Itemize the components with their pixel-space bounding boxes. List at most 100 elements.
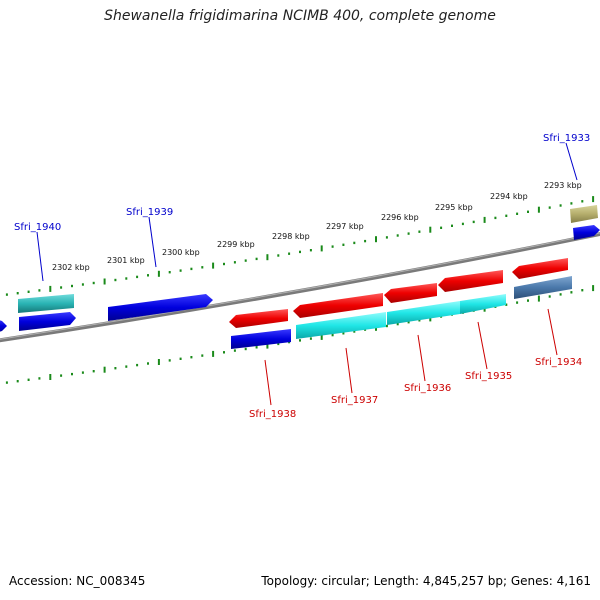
genome-backbone-highlight	[0, 232, 600, 340]
outer-scale-tick	[147, 274, 149, 277]
outer-scale-tick	[429, 226, 432, 233]
outer-scale-tick	[592, 196, 595, 203]
outer-scale-tick	[212, 262, 215, 269]
outer-scale-tick	[5, 293, 8, 296]
gene-arrow-sfri-1940[interactable]	[18, 294, 74, 313]
outer-scale-tick	[60, 286, 63, 289]
inner-scale-tick	[505, 303, 508, 306]
gene-label-sfri-1939[interactable]: Sfri_1939	[126, 207, 173, 218]
outer-scale-tick	[266, 254, 269, 261]
outer-scale-tick	[233, 261, 236, 264]
gene-arrow-sfri-1936[interactable]	[384, 283, 437, 303]
outer-scale-tick	[527, 210, 529, 213]
inner-scale-tick	[179, 357, 182, 360]
inner-scale-tick	[385, 324, 388, 328]
inner-scale-tick	[244, 347, 247, 351]
inner-scale-tick	[81, 371, 84, 374]
scale-label-2297: 2297 kbp	[326, 222, 364, 231]
outer-scale-tick	[309, 249, 312, 252]
inner-scale-tick	[233, 349, 236, 352]
outer-scale-tick	[277, 254, 280, 257]
scale-label-2301: 2301 kbp	[107, 256, 145, 265]
genome-backbone	[0, 231, 600, 343]
inner-scale-tick	[516, 301, 519, 304]
outer-scale-tick	[71, 284, 73, 288]
outer-scale-tick	[136, 275, 139, 279]
gene-arrow-sfri-1937-lower[interactable]	[296, 312, 386, 339]
leader-line-sfri-1936	[417, 334, 426, 382]
outer-scale-tick	[353, 241, 356, 245]
scale-labels: 2302 kbp 2301 kbp 2300 kbp 2299 kbp 2298…	[52, 181, 582, 272]
gene-arrow-sfri-1938-lower[interactable]	[231, 329, 291, 349]
outer-scale-tick	[49, 285, 52, 292]
outer-scale-tick	[331, 245, 334, 248]
gene-arrow-sfri-1935-lower[interactable]	[460, 294, 506, 314]
gene-arrow-sfri-1933-lower[interactable]	[573, 225, 600, 240]
inner-scale-tick	[570, 291, 573, 294]
outer-scale-tick	[516, 212, 519, 215]
inner-scale-tick	[38, 377, 41, 380]
outer-scale-tick	[190, 267, 193, 271]
gene-arrow-sfri-1939[interactable]	[108, 294, 213, 321]
outer-scale-tick	[38, 289, 41, 292]
inner-scale-tick	[16, 380, 19, 383]
gene-arrow-sfri-1933[interactable]	[570, 205, 598, 223]
outer-scale-tick	[320, 245, 323, 252]
inner-scale-tick	[5, 381, 8, 384]
gene-label-sfri-1936[interactable]: Sfri_1936	[404, 383, 451, 394]
leader-line-sfri-1934	[547, 308, 558, 356]
scale-label-2298: 2298 kbp	[272, 232, 310, 241]
inner-scale-tick	[353, 330, 356, 333]
gene-label-sfri-1933[interactable]: Sfri_1933	[543, 133, 590, 144]
outer-scale-tick	[255, 257, 258, 261]
outer-scale-tick	[114, 278, 117, 282]
inner-scale-tick	[201, 354, 204, 357]
outer-scale-tick	[342, 243, 345, 246]
gene-arrow-sfri-1934[interactable]	[512, 258, 568, 279]
gene-label-sfri-1937[interactable]: Sfri_1937	[331, 395, 378, 406]
scale-label-2299: 2299 kbp	[217, 240, 255, 249]
inner-scale-tick	[559, 293, 562, 296]
outer-scale-tick	[244, 259, 247, 262]
map-title: Shewanella frigidimarina NCIMB 400, comp…	[104, 8, 496, 24]
scale-label-2300: 2300 kbp	[162, 248, 200, 257]
scale-label-2296: 2296 kbp	[381, 213, 419, 222]
gene-arrow-sfri-1938[interactable]	[229, 309, 288, 328]
inner-scale-tick	[255, 346, 258, 349]
gene-arrow-sfri-1934-lower[interactable]	[514, 276, 572, 299]
inner-scale-tick	[266, 342, 269, 349]
inner-scale-tick	[309, 337, 312, 340]
gene-label-sfri-1935[interactable]: Sfri_1935	[465, 371, 512, 382]
inner-scale-tick	[277, 342, 280, 346]
outer-scale-tick	[472, 220, 475, 224]
outer-scale-tick	[483, 216, 486, 223]
scale-label-2294: 2294 kbp	[490, 192, 528, 201]
gene-arrow-sfri-1936-lower[interactable]	[387, 301, 460, 325]
inner-scale-tick	[223, 351, 225, 354]
outer-scale-tick	[570, 202, 573, 205]
gene-arrow-sfri-1940-lower[interactable]	[19, 312, 76, 331]
inner-scale-tick	[92, 370, 95, 373]
outer-scale-tick	[494, 216, 497, 220]
leader-line-sfri-1939	[148, 216, 157, 268]
outer-scale-tick	[440, 226, 443, 229]
outer-scale-tick	[537, 206, 540, 213]
outer-scale-tick	[451, 224, 453, 227]
outer-scale-tick	[385, 236, 388, 239]
inner-scale-tick	[299, 339, 301, 342]
gene-arrow-left-edge[interactable]	[0, 319, 7, 333]
inner-scale-tick	[157, 359, 160, 365]
scale-label-2293: 2293 kbp	[544, 181, 582, 190]
outer-scale-tick	[407, 232, 410, 235]
outer-scale-tick	[505, 214, 508, 217]
inner-scale-tick	[49, 374, 52, 380]
gene-label-sfri-1940[interactable]: Sfri_1940	[14, 222, 61, 233]
outer-scale-tick	[125, 277, 128, 280]
gene-label-sfri-1934[interactable]: Sfri_1934	[535, 357, 582, 368]
accession-text: Accession: NC_008345	[9, 574, 146, 588]
gene-arrow-sfri-1937[interactable]	[293, 293, 383, 318]
inner-scale-tick	[114, 367, 117, 370]
gene-arrow-sfri-1935[interactable]	[438, 270, 503, 292]
outer-scale-tick	[92, 281, 95, 285]
gene-label-sfri-1938[interactable]: Sfri_1938	[249, 409, 296, 420]
